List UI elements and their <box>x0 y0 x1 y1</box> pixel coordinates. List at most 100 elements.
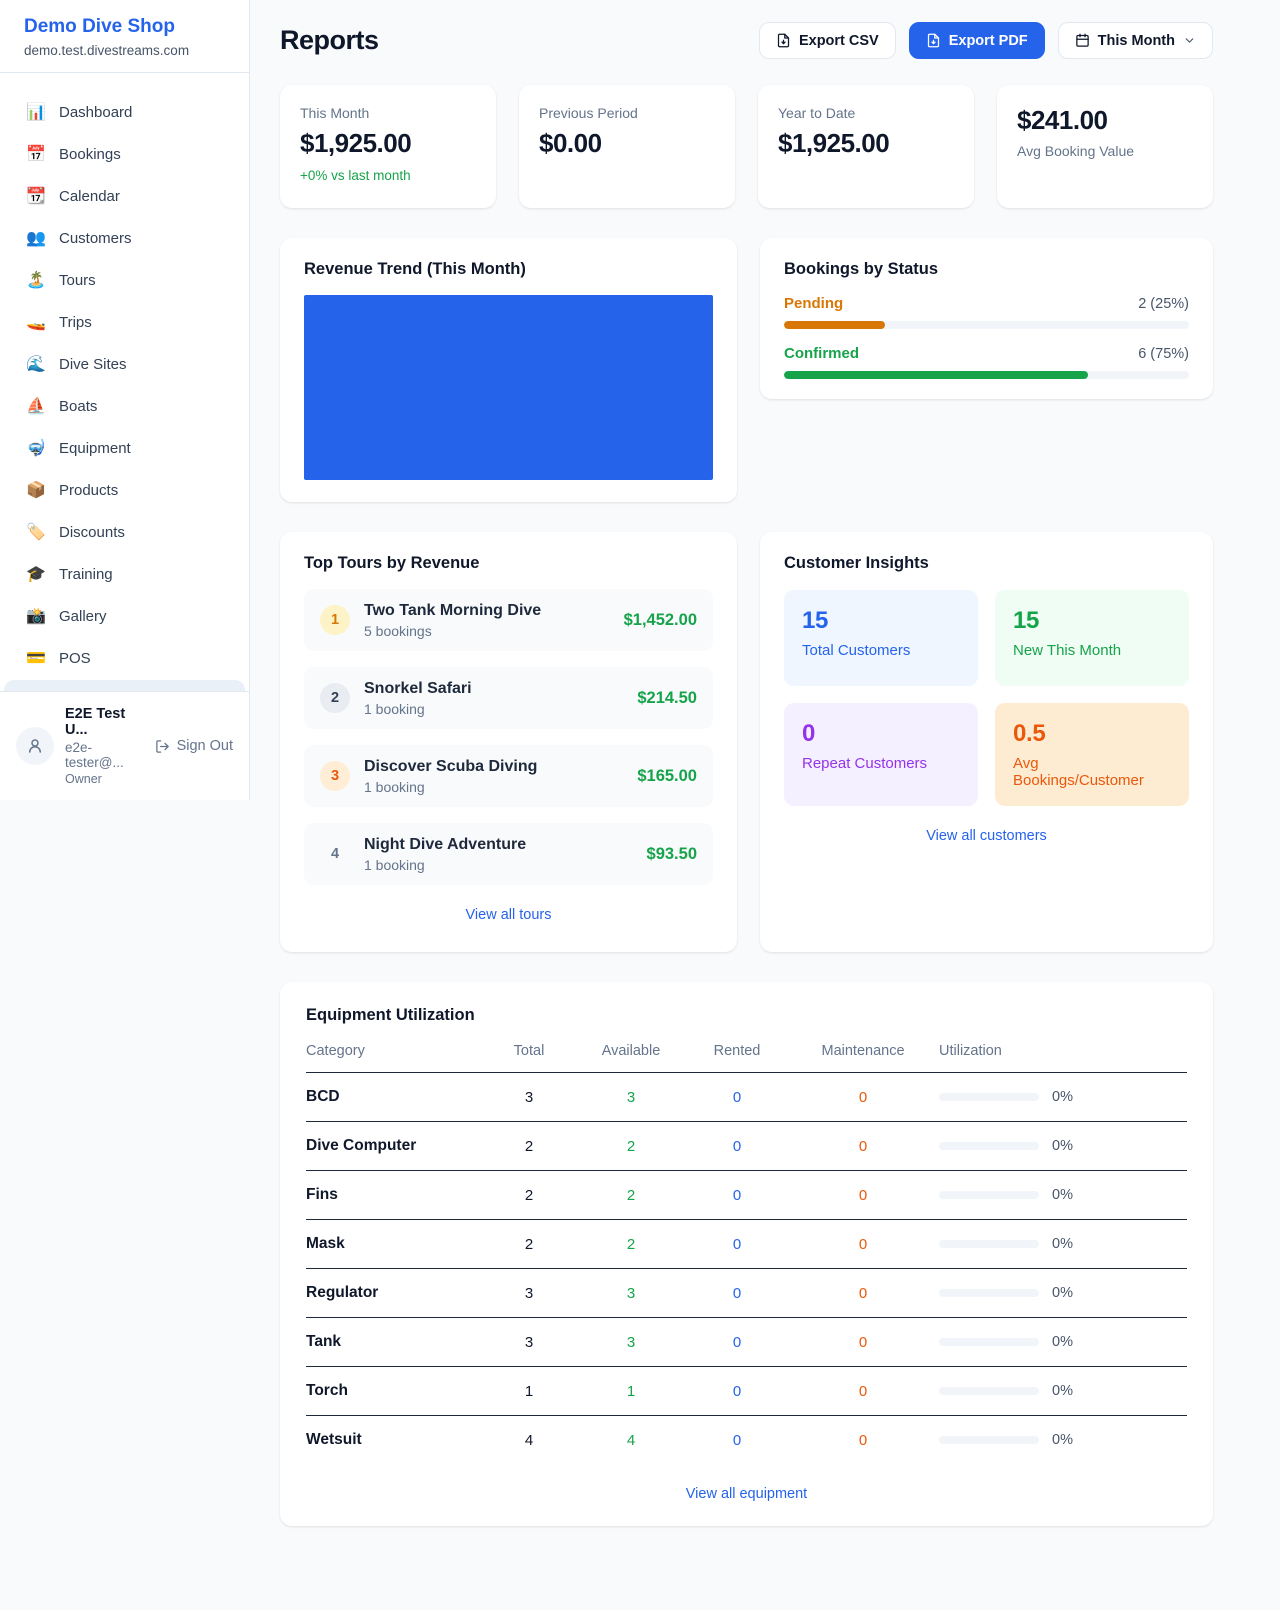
utilization-bar-track <box>939 1387 1039 1395</box>
sidebar-item-dashboard[interactable]: 📊 Dashboard <box>14 93 235 131</box>
export-csv-button[interactable]: Export CSV <box>758 22 896 59</box>
sidebar-item-label: Customers <box>59 229 132 247</box>
utilization-bar-track <box>939 1142 1039 1150</box>
user-name: E2E Test U... <box>65 706 126 738</box>
customers-icon: 👥 <box>26 230 46 247</box>
total-value: 2 <box>524 1186 534 1204</box>
insight-value: 15 <box>802 607 829 634</box>
rented-value: 0 <box>732 1088 742 1106</box>
bookings-by-status-card: Bookings by Status Pending 2 (25%) Confirm… <box>760 238 1213 399</box>
status-label: Confirmed <box>784 345 859 362</box>
equipment-category: Dive Computer <box>306 1121 483 1171</box>
sidebar-item-products[interactable]: 📦 Products <box>14 471 235 509</box>
view-all-tours-link[interactable]: View all tours <box>465 907 552 923</box>
status-bar-fill <box>784 371 1088 379</box>
sidebar-item-bookings[interactable]: 📅 Bookings <box>14 135 235 173</box>
equipment-maintenance: 0 <box>787 1416 939 1465</box>
insight-value: 0.5 <box>1013 720 1046 747</box>
available-value: 3 <box>626 1333 636 1351</box>
sidebar-item-label: POS <box>59 649 91 667</box>
bookings-by-status-title: Bookings by Status <box>784 260 939 278</box>
view-all-equipment-link[interactable]: View all equipment <box>685 1486 808 1502</box>
trips-icon: 🚤 <box>26 314 46 331</box>
stat-value: $1,925.00 <box>300 128 412 158</box>
period-label: This Month <box>1097 32 1175 49</box>
sidebar-item-discounts[interactable]: 🏷️ Discounts <box>14 513 235 551</box>
col-available: Available <box>575 1043 687 1073</box>
bookings-icon: 📅 <box>26 146 46 163</box>
tour-list: 1 Two Tank Morning Dive 5 bookings $1,452.0… <box>304 589 713 885</box>
sidebar-item-calendar[interactable]: 📆 Calendar <box>14 177 235 215</box>
chevron-down-icon <box>1185 38 1194 43</box>
equipment-available: 4 <box>575 1416 687 1465</box>
sidebar-item-boats[interactable]: ⛵ Boats <box>14 387 235 425</box>
top-tours-title: Top Tours by Revenue <box>304 554 480 572</box>
tour-revenue: $214.50 <box>637 688 697 707</box>
available-value: 2 <box>626 1235 636 1253</box>
sidebar-item-trips[interactable]: 🚤 Trips <box>14 303 235 341</box>
sidebar-item-equipment[interactable]: 🤿 Equipment <box>14 429 235 467</box>
file-download-icon <box>777 33 790 48</box>
utilization-label: 0% <box>1052 1383 1073 1399</box>
utilization-label: 0% <box>1052 1138 1073 1154</box>
utilization-cell: 0% <box>939 1187 1187 1203</box>
person-icon <box>29 739 41 753</box>
utilization-label: 0% <box>1052 1236 1073 1252</box>
equipment-utilization: 0% <box>939 1219 1187 1269</box>
tour-bookings: 1 booking <box>364 856 425 873</box>
rented-value: 0 <box>732 1333 742 1351</box>
shop-domain: demo.test.divestreams.com <box>24 43 190 58</box>
equipment-utilization-card: Equipment Utilization Category Total Ava… <box>280 982 1213 1526</box>
sidebar-item-label: Gallery <box>59 607 107 625</box>
col-category: Category <box>306 1043 483 1073</box>
status-count: 6 (75%) <box>1138 345 1189 362</box>
equipment-utilization: 0% <box>939 1072 1187 1122</box>
utilization-label: 0% <box>1052 1187 1073 1203</box>
sidebar-item-pos[interactable]: 💳 POS <box>14 639 235 677</box>
insight-tile: 0 Repeat Customers <box>784 703 978 806</box>
tour-bookings: 1 booking <box>364 778 425 795</box>
customer-insights-title: Customer Insights <box>784 554 929 572</box>
period-dropdown[interactable]: This Month <box>1057 22 1213 59</box>
discounts-icon: 🏷️ <box>26 524 46 541</box>
equipment-maintenance: 0 <box>787 1170 939 1220</box>
equipment-utilization: 0% <box>939 1121 1187 1171</box>
equipment-row: Torch 1 1 0 0 0% <box>306 1366 1187 1416</box>
utilization-cell: 0% <box>939 1285 1187 1301</box>
sidebar-item-tours[interactable]: 🏝️ Tours <box>14 261 235 299</box>
equipment-utilization: 0% <box>939 1268 1187 1318</box>
sidebar-item-training[interactable]: 🎓 Training <box>14 555 235 593</box>
equipment-category: Mask <box>306 1219 483 1269</box>
utilization-cell: 0% <box>939 1089 1187 1105</box>
logout-icon <box>155 739 169 753</box>
status-head: Confirmed 6 (75%) <box>784 345 1189 362</box>
equipment-available: 3 <box>575 1317 687 1367</box>
equipment-row: Mask 2 2 0 0 0% <box>306 1219 1187 1269</box>
view-all-customers-link[interactable]: View all customers <box>926 828 1047 844</box>
stat-value: $0.00 <box>539 128 602 158</box>
insight-tile: 0.5 Avg Bookings/Customer <box>995 703 1189 806</box>
nav-item-reports-partial[interactable] <box>4 680 245 691</box>
equipment-available: 1 <box>575 1366 687 1416</box>
sign-out-button[interactable]: Sign Out <box>155 738 233 754</box>
equipment-category: Wetsuit <box>306 1431 362 1448</box>
insight-tile: 15 Total Customers <box>784 590 978 686</box>
page-title: Reports <box>280 25 379 55</box>
equipment-maintenance: 0 <box>787 1072 939 1122</box>
equipment-total: 4 <box>483 1416 575 1465</box>
equipment-total: 2 <box>483 1219 575 1269</box>
stats-row: This Month $1,925.00 +0% vs last month Prev… <box>280 85 1213 208</box>
tour-revenue: $1,452.00 <box>623 610 697 629</box>
export-pdf-label: Export PDF <box>948 32 1028 49</box>
sidebar-item-dive-sites[interactable]: 🌊 Dive Sites <box>14 345 235 383</box>
equipment-maintenance: 0 <box>787 1268 939 1318</box>
sidebar-item-customers[interactable]: 👥 Customers <box>14 219 235 257</box>
insight-tiles: 15 Total Customers 15 New This Month 0 Repeat… <box>784 590 1189 806</box>
sidebar-item-gallery[interactable]: 📸 Gallery <box>14 597 235 635</box>
top-tours-card: Top Tours by Revenue 1 Two Tank Morning D… <box>280 532 737 952</box>
utilization-cell: 0% <box>939 1334 1187 1350</box>
total-value: 4 <box>524 1431 534 1449</box>
gallery-icon: 📸 <box>26 608 46 625</box>
export-pdf-button[interactable]: Export PDF <box>908 22 1045 59</box>
stat-value: $1,925.00 <box>778 128 890 158</box>
